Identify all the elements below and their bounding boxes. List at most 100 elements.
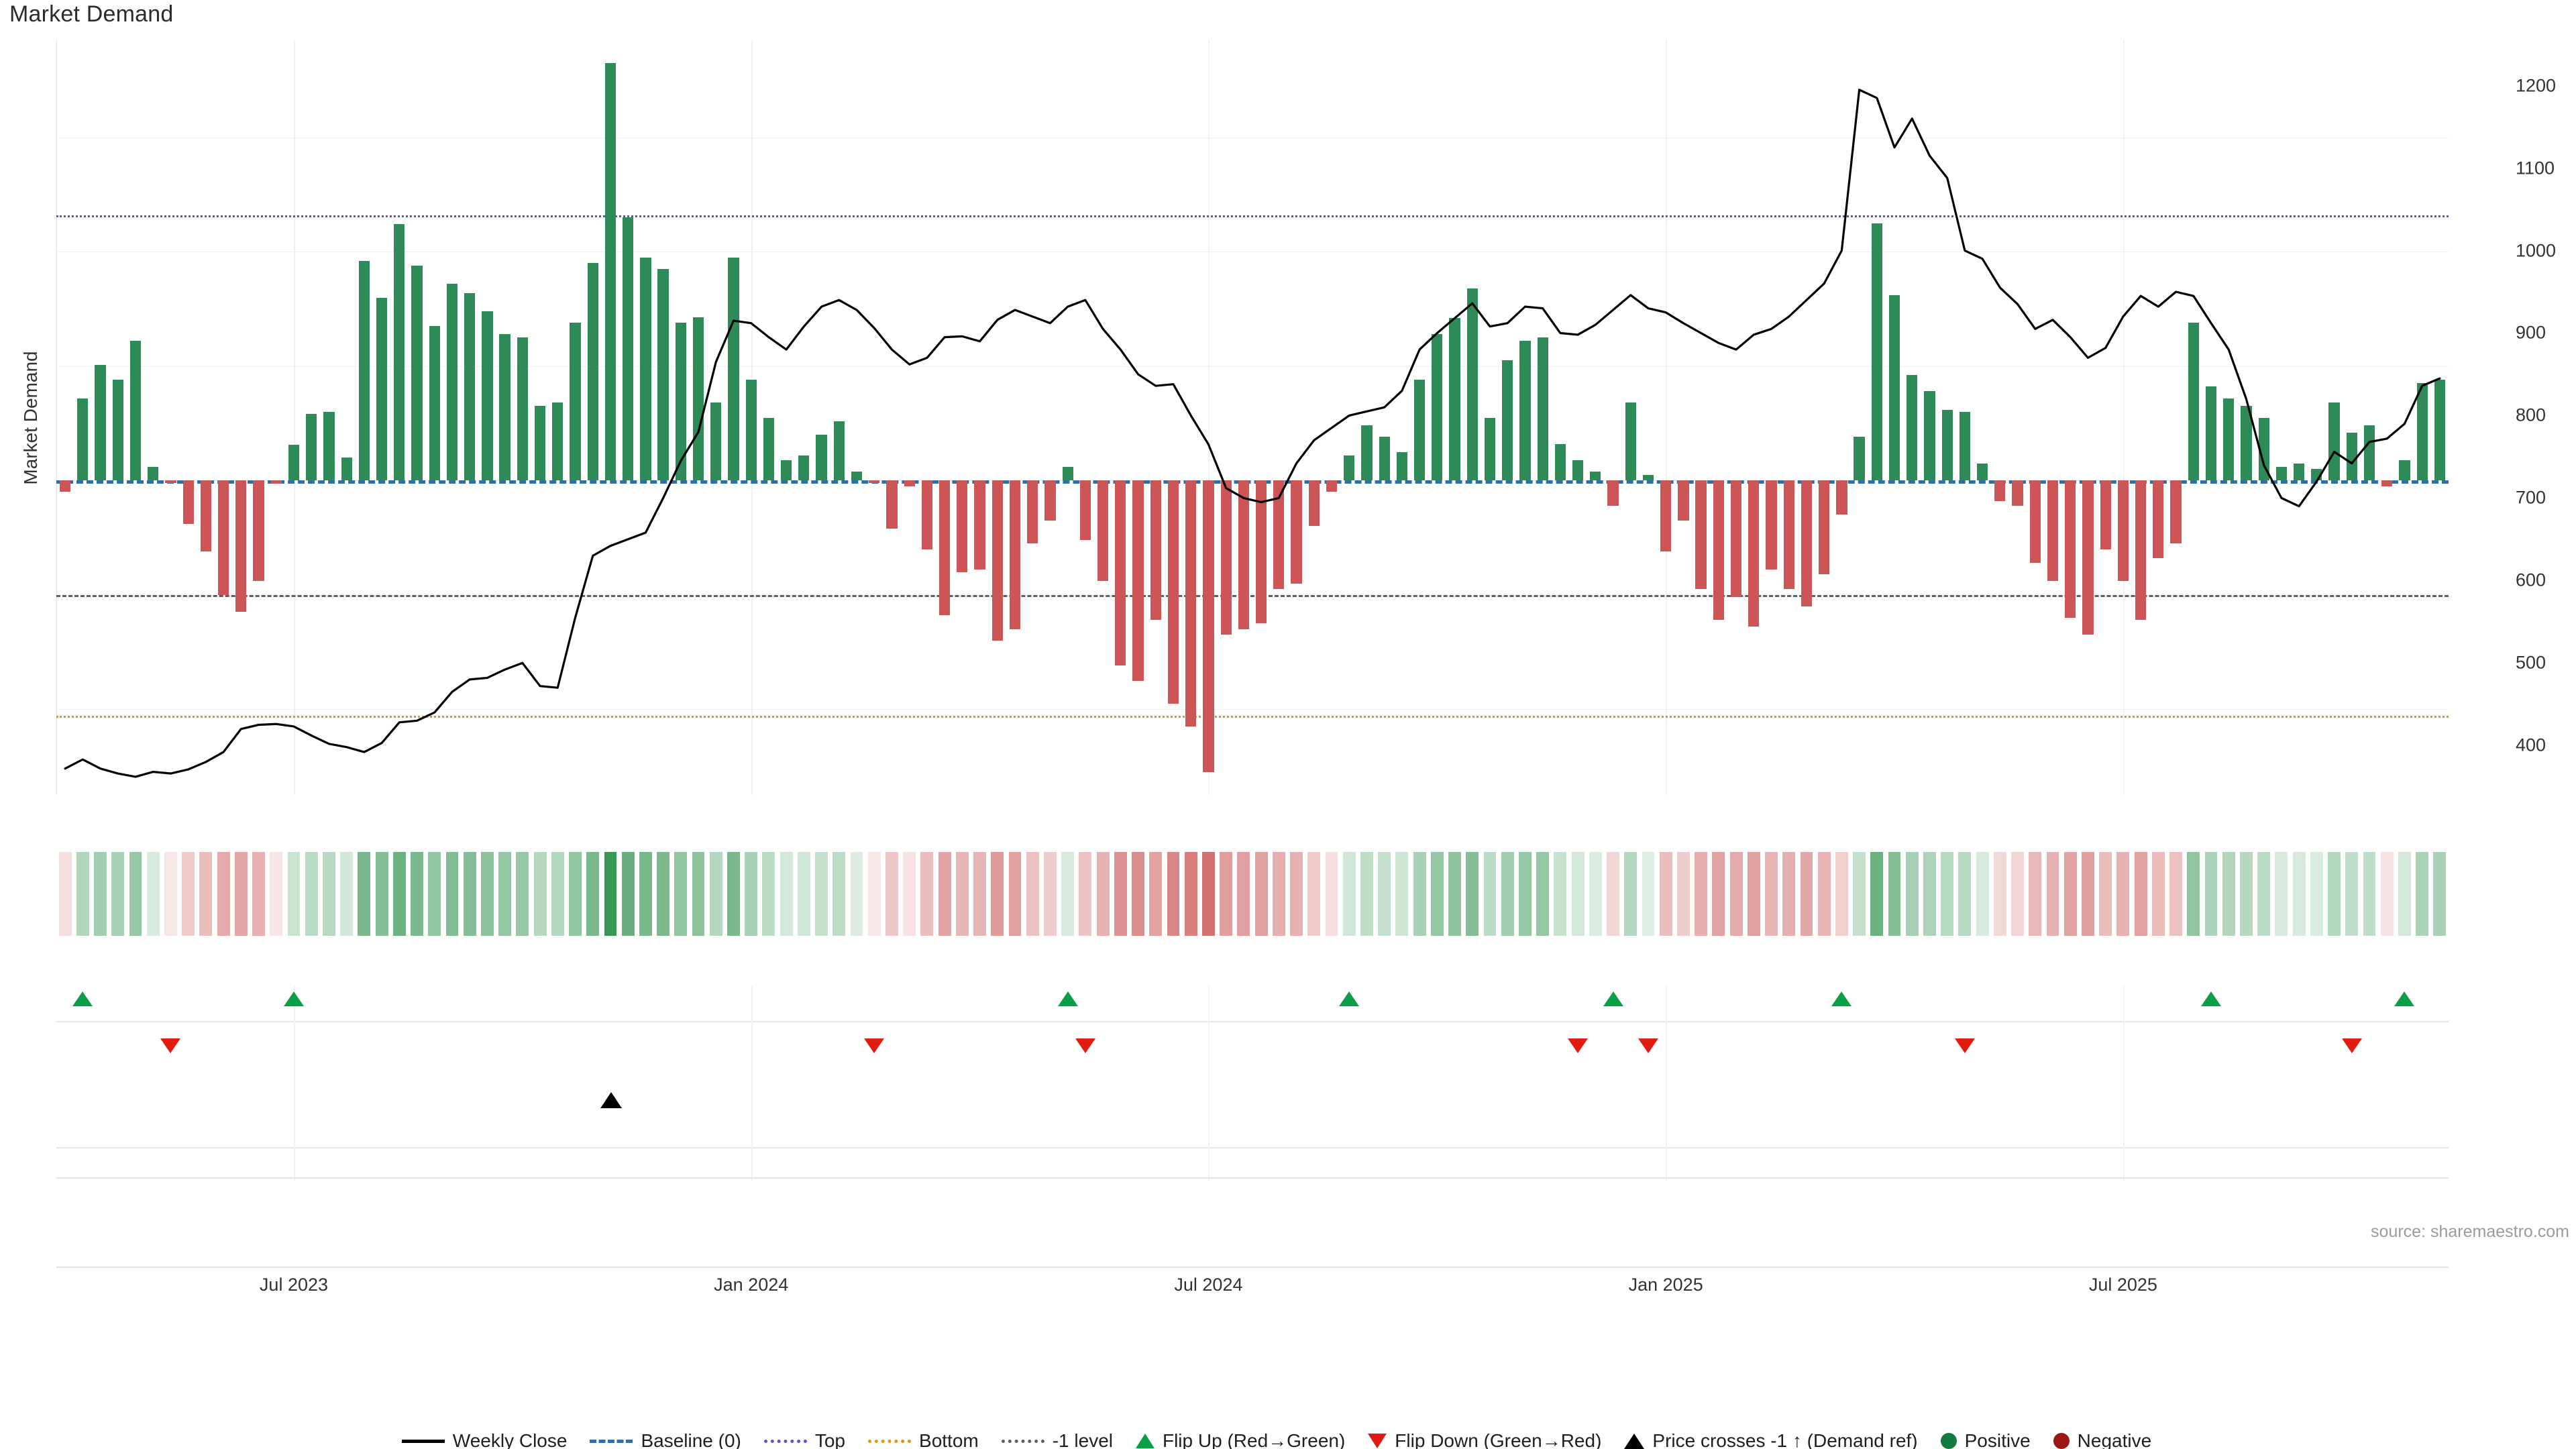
heatmap-cell-negative [1254, 852, 1268, 936]
dotted-line-swatch-icon [763, 1439, 807, 1443]
heatmap-cell-negative [920, 852, 934, 936]
legend-item[interactable]: Baseline (0) [590, 1430, 741, 1449]
heatmap-cell-positive [2328, 852, 2341, 936]
heatmap-cell-negative [1167, 852, 1180, 936]
heatmap-cell-negative [1008, 852, 1022, 936]
heatmap-cell-negative [1202, 852, 1215, 936]
demand-bar-positive [411, 265, 423, 481]
heatmap-cell-negative [2116, 852, 2130, 936]
demand-bar-negative [904, 480, 915, 486]
heatmap-cell-negative [973, 852, 987, 936]
reference-line-1-level [56, 594, 2449, 597]
month-separator [293, 40, 295, 795]
demand-bar-positive [1396, 451, 1407, 481]
heatmap-cell-negative [1149, 852, 1163, 936]
heatmap-cell-positive [2187, 852, 2200, 936]
plot-area [56, 40, 2449, 795]
heatmap-cell-negative [1747, 852, 1760, 936]
heatmap-cell-positive [1642, 852, 1655, 936]
demand-bar-negative [1695, 480, 1707, 590]
triangle-down-icon [1368, 1434, 1387, 1448]
demand-bar-positive [2346, 432, 2357, 481]
heatmap-cell-negative [1237, 852, 1250, 936]
heatmap-cell-negative [1800, 852, 1813, 936]
demand-bar-positive [2205, 386, 2217, 481]
demand-bar-positive [148, 466, 159, 481]
legend-item-label: Flip Down (Green→Red) [1395, 1430, 1602, 1449]
legend-item[interactable]: Negative [2053, 1430, 2151, 1449]
heatmap-cell-positive [815, 852, 828, 936]
flip-up-marker-icon [2201, 991, 2222, 1006]
demand-bar-positive [2223, 398, 2235, 481]
x-axis-tick-label: Jul 2023 [259, 1275, 329, 1295]
flip-up-marker-icon [1339, 991, 1360, 1006]
demand-bar-positive [640, 257, 651, 481]
flip-down-marker-icon [864, 1038, 885, 1053]
legend-item[interactable]: Flip Up (Red→Green) [1135, 1430, 1345, 1449]
month-separator [1208, 986, 1210, 1026]
heatmap-cell-negative [1765, 852, 1778, 936]
month-separator [751, 986, 753, 1026]
heatmap-cell-negative [1290, 852, 1303, 936]
legend-item[interactable]: Price crosses -1 ↑ (Demand ref) [1624, 1430, 1918, 1449]
legend-item[interactable]: -1 level [1001, 1430, 1113, 1449]
demand-bar-negative [165, 480, 176, 483]
demand-bar-positive [2399, 460, 2410, 481]
month-separator [2123, 40, 2125, 795]
heatmap-cell-negative [199, 852, 213, 936]
demand-bar-positive [2188, 323, 2199, 481]
demand-bar-negative [1994, 480, 2006, 501]
demand-bar-positive [1888, 295, 1900, 481]
heatmap-cell-negative [217, 852, 230, 936]
demand-bar-negative [235, 480, 247, 612]
demand-bar-negative [921, 480, 933, 549]
heatmap-cell-positive [1536, 852, 1550, 936]
demand-bar-negative [1326, 480, 1338, 492]
heatmap-cell-positive [2240, 852, 2253, 936]
demand-bar-positive [1537, 337, 1548, 481]
legend-item-label: Positive [1964, 1430, 2031, 1449]
demand-bar-negative [2082, 480, 2094, 635]
demand-bar-positive [376, 297, 388, 481]
month-separator [751, 1026, 753, 1087]
demand-bar-positive [394, 224, 405, 481]
demand-bar-negative [1238, 480, 1249, 629]
left-axis-spine [56, 40, 57, 795]
demand-bar-negative [2381, 480, 2393, 486]
heatmap-cell-positive [94, 852, 107, 936]
heatmap-cell-positive [129, 852, 142, 936]
demand-bar-positive [1344, 455, 1355, 481]
demand-bar-positive [482, 311, 493, 481]
demand-bar-negative [1730, 480, 1742, 598]
demand-heatmap-strip [56, 852, 2449, 936]
legend-item[interactable]: Top [763, 1430, 845, 1449]
legend-item[interactable]: Bottom [868, 1430, 979, 1449]
source-note: source: sharemaestro.com [2371, 1222, 2569, 1241]
price-cross-marker-icon [600, 1092, 622, 1108]
heatmap-cell-positive [1360, 852, 1373, 936]
demand-bar-negative [2047, 480, 2059, 582]
demand-bar-positive [798, 455, 810, 481]
legend-item[interactable]: Positive [1940, 1430, 2031, 1449]
legend-item[interactable]: Flip Down (Green→Red) [1368, 1430, 1601, 1449]
demand-bar-negative [1115, 480, 1126, 666]
demand-bar-negative [1097, 480, 1109, 582]
demand-bar-negative [270, 480, 282, 484]
demand-bar-positive [1854, 437, 1865, 481]
flip-down-marker-icon [160, 1038, 181, 1053]
demand-bar-negative [1607, 480, 1619, 506]
demand-bar-negative [1185, 480, 1197, 727]
demand-bar-negative [1660, 480, 1672, 551]
heatmap-cell-positive [692, 852, 705, 936]
demand-bar-negative [217, 480, 229, 595]
heatmap-cell-negative [1817, 852, 1831, 936]
demand-bar-positive [745, 380, 757, 481]
heatmap-cell-negative [182, 852, 195, 936]
triangle-up-icon [1135, 1434, 1155, 1448]
legend-item[interactable]: Weekly Close [401, 1430, 567, 1449]
demand-bar-positive [358, 260, 370, 481]
heatmap-cell-negative [234, 852, 248, 936]
demand-bar-positive [816, 435, 827, 481]
month-separator [1666, 1087, 1668, 1181]
